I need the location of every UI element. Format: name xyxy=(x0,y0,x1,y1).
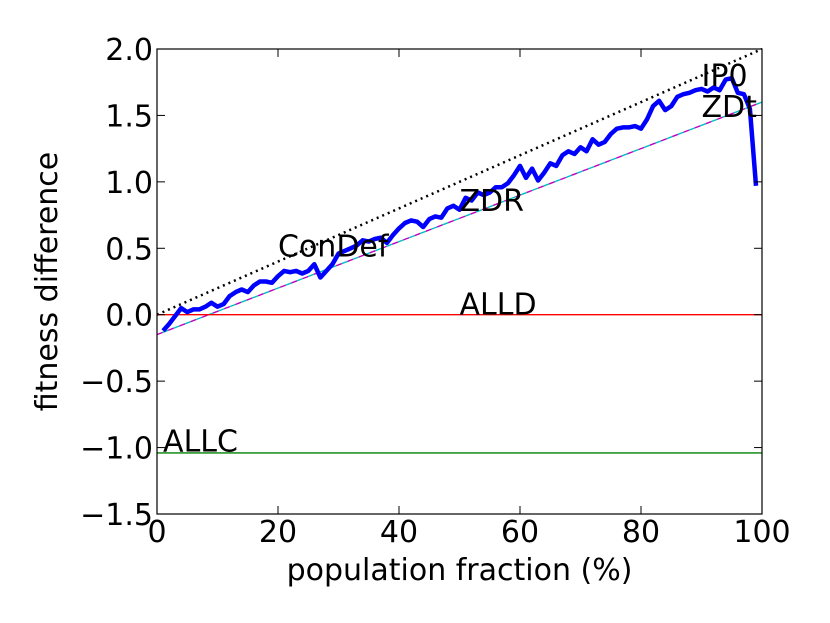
annotation-label: IP0 xyxy=(702,59,748,94)
series-line-dotted xyxy=(156,47,763,316)
y-tick-label: 0.0 xyxy=(105,299,153,334)
x-tick-label: 100 xyxy=(733,515,790,550)
y-axis-title: fitness difference xyxy=(30,152,65,412)
plot-frame xyxy=(156,48,763,515)
x-tick-label: 60 xyxy=(501,515,539,550)
axis-ticks: 0 20 40 60 80 100 −1.5 −1.0 −0.5 0.0 0.5 1.0 1.5 2.0 xyxy=(80,33,790,550)
y-tick-label: −0.5 xyxy=(80,365,153,400)
annotation-label: ZDR xyxy=(460,184,525,219)
series-line-main xyxy=(161,75,759,333)
series-lines xyxy=(156,47,763,454)
x-tick-label: 20 xyxy=(259,515,297,550)
y-tick-label: 1.0 xyxy=(105,166,153,201)
annotation-label: ALLD xyxy=(460,288,537,323)
series-line-dashed-a xyxy=(156,101,763,336)
x-tick-label: 0 xyxy=(147,515,166,550)
y-tick-label: 1.5 xyxy=(105,99,153,134)
annotation-label: ConDef xyxy=(278,229,390,264)
y-tick-label: 2.0 xyxy=(105,33,153,68)
x-axis-title: population fraction (%) xyxy=(287,553,633,588)
y-tick-label: −1.5 xyxy=(80,498,153,533)
y-tick-label: −1.0 xyxy=(80,432,153,467)
annotation-label: ZDt xyxy=(702,90,758,125)
x-tick-label: 40 xyxy=(380,515,418,550)
annotation-label: ALLC xyxy=(163,425,238,460)
x-tick-label: 80 xyxy=(622,515,660,550)
y-tick-label: 0.5 xyxy=(105,232,153,267)
